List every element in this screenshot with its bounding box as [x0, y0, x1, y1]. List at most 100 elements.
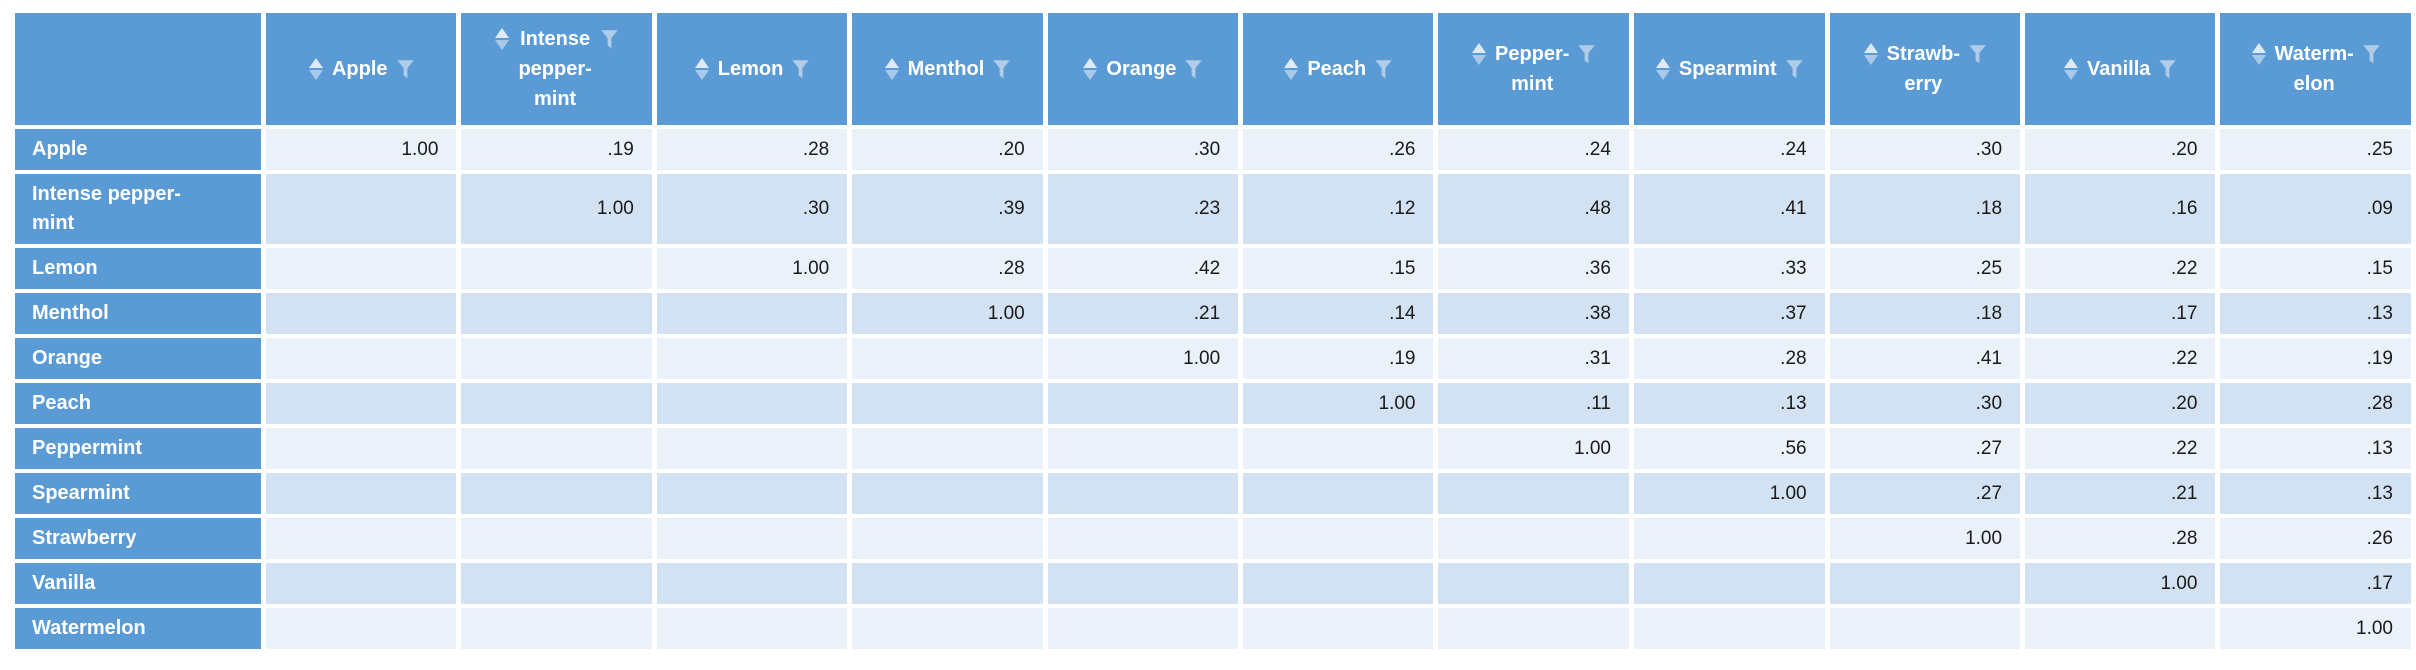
column-header-strawberry[interactable]: Strawb-erry	[1829, 13, 2021, 125]
matrix-cell-spearmint-watermelon: .13	[2220, 473, 2411, 514]
matrix-cell-watermelon-orange	[1047, 608, 1239, 649]
matrix-cell-vanilla-peppermint	[1438, 563, 1629, 604]
sort-arrows-icon[interactable]	[2251, 39, 2266, 69]
filter-funnel-icon[interactable]	[993, 60, 1010, 79]
matrix-cell-peach-watermelon: .28	[2220, 383, 2411, 424]
column-header-peach[interactable]: Peach	[1243, 13, 1434, 125]
column-header-watermelon[interactable]: Waterm-elon	[2220, 13, 2411, 125]
matrix-cell-peppermint-apple	[266, 428, 457, 469]
matrix-cell-intense-peppermint-peach: .12	[1243, 174, 1434, 244]
matrix-cell-spearmint-peppermint	[1438, 473, 1629, 514]
matrix-cell-spearmint-strawberry: .27	[1829, 473, 2021, 514]
column-header-label: Strawb-erry	[1886, 43, 1960, 95]
matrix-cell-watermelon-lemon	[656, 608, 848, 649]
matrix-cell-peach-peppermint: .11	[1438, 383, 1629, 424]
matrix-cell-spearmint-menthol	[852, 473, 1043, 514]
sort-arrows-icon[interactable]	[694, 54, 709, 84]
filter-funnel-icon[interactable]	[1375, 60, 1392, 79]
matrix-cell-menthol-peppermint: .38	[1438, 293, 1629, 334]
filter-funnel-icon[interactable]	[792, 60, 810, 79]
filter-funnel-icon[interactable]	[1785, 60, 1803, 79]
column-header-label: Intense pepper-mint	[518, 28, 592, 110]
table-row-apple: Apple 1.00.19.28.20.30.26.24.24.30.20.25	[15, 129, 2411, 170]
matrix-cell-spearmint-lemon	[656, 473, 848, 514]
column-header-vanilla[interactable]: Vanilla	[2025, 13, 2216, 125]
matrix-cell-watermelon-peach	[1243, 608, 1434, 649]
matrix-cell-lemon-orange: .42	[1047, 248, 1239, 289]
row-header-spearmint: Spearmint	[15, 473, 262, 514]
column-header-label: Pepper-mint	[1494, 43, 1570, 95]
sort-down-arrow-icon	[495, 40, 510, 50]
sort-arrows-icon[interactable]	[1863, 39, 1878, 69]
matrix-cell-intense-peppermint-watermelon: .09	[2220, 174, 2411, 244]
sort-arrows-icon[interactable]	[1083, 54, 1098, 84]
sort-up-arrow-icon	[2251, 43, 2266, 53]
matrix-cell-spearmint-intense-peppermint	[461, 473, 652, 514]
matrix-cell-spearmint-spearmint: 1.00	[1633, 473, 1825, 514]
matrix-cell-lemon-apple	[266, 248, 457, 289]
sort-up-arrow-icon	[2064, 58, 2079, 68]
matrix-cell-orange-watermelon: .19	[2220, 338, 2411, 379]
matrix-cell-lemon-menthol: .28	[852, 248, 1043, 289]
matrix-cell-menthol-watermelon: .13	[2220, 293, 2411, 334]
sort-down-arrow-icon	[308, 70, 323, 80]
column-header-label: Lemon	[717, 58, 784, 80]
table-row-spearmint: Spearmint 1.00.27.21.13	[15, 473, 2411, 514]
matrix-cell-orange-lemon	[656, 338, 848, 379]
matrix-cell-orange-orange: 1.00	[1047, 338, 1239, 379]
matrix-cell-peppermint-orange	[1047, 428, 1239, 469]
row-header-watermelon: Watermelon	[15, 608, 262, 649]
matrix-cell-intense-peppermint-menthol: .39	[852, 174, 1043, 244]
filter-funnel-icon[interactable]	[396, 60, 414, 79]
sort-arrows-icon[interactable]	[308, 54, 323, 84]
matrix-cell-peach-strawberry: .30	[1829, 383, 2021, 424]
sort-up-arrow-icon	[1284, 58, 1299, 68]
sort-arrows-icon[interactable]	[1471, 39, 1486, 69]
matrix-cell-watermelon-peppermint	[1438, 608, 1629, 649]
sort-down-arrow-icon	[1284, 70, 1299, 80]
matrix-cell-menthol-vanilla: .17	[2025, 293, 2216, 334]
matrix-cell-strawberry-menthol	[852, 518, 1043, 559]
sort-up-arrow-icon	[694, 58, 709, 68]
matrix-cell-peppermint-peppermint: 1.00	[1438, 428, 1629, 469]
matrix-cell-intense-peppermint-strawberry: .18	[1829, 174, 2021, 244]
filter-funnel-icon[interactable]	[2363, 45, 2380, 64]
filter-funnel-icon[interactable]	[1185, 60, 1203, 79]
matrix-cell-apple-apple: 1.00	[266, 129, 457, 170]
row-header-peach: Peach	[15, 383, 262, 424]
matrix-cell-orange-menthol	[852, 338, 1043, 379]
column-header-apple[interactable]: Apple	[266, 13, 457, 125]
sort-arrows-icon[interactable]	[1655, 54, 1670, 84]
matrix-cell-vanilla-orange	[1047, 563, 1239, 604]
sort-arrows-icon[interactable]	[884, 54, 899, 84]
sort-arrows-icon[interactable]	[2064, 54, 2079, 84]
column-header-orange[interactable]: Orange	[1047, 13, 1239, 125]
row-header-apple: Apple	[15, 129, 262, 170]
sort-up-arrow-icon	[884, 58, 899, 68]
column-header-menthol[interactable]: Menthol	[852, 13, 1043, 125]
matrix-cell-peach-lemon	[656, 383, 848, 424]
matrix-cell-apple-lemon: .28	[656, 129, 848, 170]
filter-funnel-icon[interactable]	[1969, 45, 1986, 64]
matrix-body: Apple 1.00.19.28.20.30.26.24.24.30.20.25…	[15, 129, 2411, 649]
table-row-strawberry: Strawberry 1.00.28.26	[15, 518, 2411, 559]
table-row-peach: Peach 1.00.11.13.30.20.28	[15, 383, 2411, 424]
matrix-cell-peach-apple	[266, 383, 457, 424]
matrix-cell-strawberry-watermelon: .26	[2220, 518, 2411, 559]
matrix-cell-lemon-intense-peppermint	[461, 248, 652, 289]
column-header-spearmint[interactable]: Spearmint	[1633, 13, 1825, 125]
sort-arrows-icon[interactable]	[1284, 54, 1299, 84]
column-header-peppermint[interactable]: Pepper-mint	[1438, 13, 1629, 125]
column-header-intense-peppermint[interactable]: Intense pepper-mint	[461, 13, 652, 125]
matrix-cell-intense-peppermint-orange: .23	[1047, 174, 1239, 244]
matrix-cell-vanilla-strawberry	[1829, 563, 2021, 604]
sort-arrows-icon[interactable]	[495, 24, 510, 54]
column-header-lemon[interactable]: Lemon	[656, 13, 848, 125]
matrix-cell-peppermint-strawberry: .27	[1829, 428, 2021, 469]
matrix-cell-menthol-menthol: 1.00	[852, 293, 1043, 334]
filter-funnel-icon[interactable]	[601, 30, 618, 49]
filter-funnel-icon[interactable]	[1578, 45, 1596, 64]
sort-down-arrow-icon	[1863, 55, 1878, 65]
matrix-cell-menthol-apple	[266, 293, 457, 334]
filter-funnel-icon[interactable]	[2159, 60, 2177, 79]
